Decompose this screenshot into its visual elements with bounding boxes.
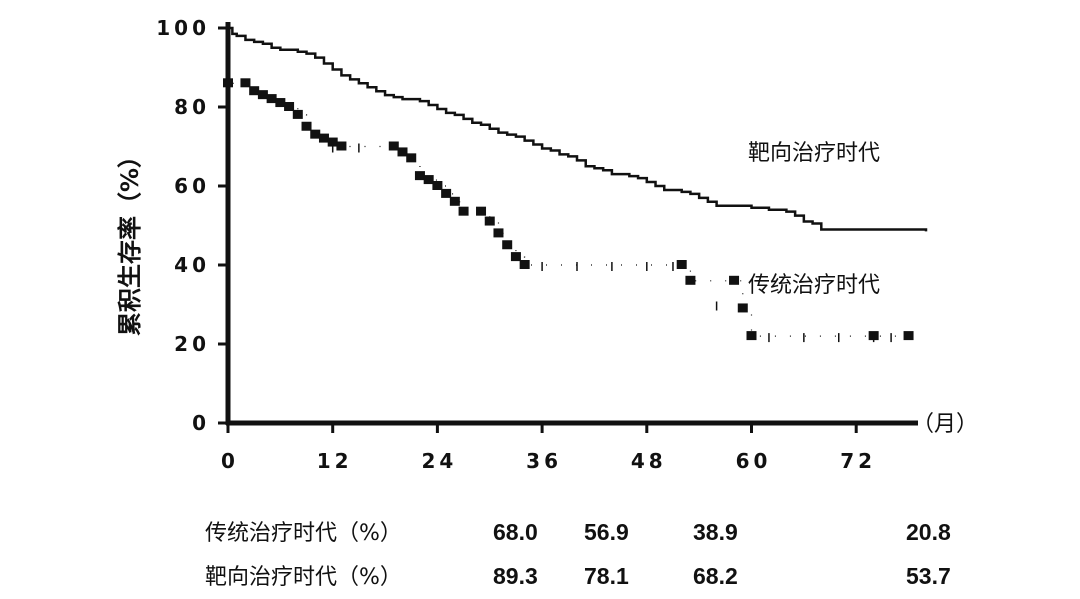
- series-marker-traditional: [510, 252, 521, 262]
- x-tick-label: 72: [840, 449, 876, 473]
- y-axis-title: 累积生存率（%）: [116, 144, 144, 336]
- table-cell-traditional-1: 68.0: [493, 519, 538, 545]
- series-marker-traditional: [432, 181, 443, 190]
- table-cell-traditional-4: 20.8: [906, 519, 951, 545]
- table-cell-traditional-3: 38.9: [693, 519, 738, 545]
- series-marker-traditional: [458, 206, 469, 216]
- series-marker-traditional: [310, 129, 321, 139]
- series-marker-traditional: [266, 94, 277, 104]
- table-row-label-targeted: 靶向治疗时代（%）: [205, 565, 402, 590]
- series-marker-traditional: [493, 228, 504, 238]
- x-tick-label: 36: [526, 449, 562, 473]
- series-marker-traditional: [441, 188, 452, 198]
- series-marker-traditional: [449, 196, 460, 206]
- series-marker-traditional: [737, 303, 748, 313]
- series-marker-traditional: [406, 153, 417, 163]
- y-tick-label: 100: [156, 16, 210, 40]
- x-axis-unit: （月）: [912, 412, 978, 437]
- x-tick-label: 12: [317, 449, 353, 473]
- series-marker-traditional: [284, 102, 295, 111]
- series-marker-traditional: [502, 240, 513, 250]
- x-tick-label: 48: [631, 449, 667, 473]
- series-marker-traditional: [484, 216, 495, 226]
- plot-area: 0 20 40 60 80 100 0 12 24 36 48 60 72: [156, 16, 928, 473]
- x-tick-label: 24: [421, 449, 457, 473]
- series-marker-traditional: [249, 86, 260, 96]
- series-marker-traditional: [301, 121, 312, 131]
- y-tick-label: 60: [174, 174, 210, 198]
- x-tick-label: 0: [221, 449, 239, 473]
- series-marker-traditional: [685, 275, 696, 285]
- y-tick-label: 20: [174, 332, 210, 356]
- table-row-label-traditional: 传统治疗时代（%）: [205, 521, 402, 546]
- x-tick-label: 60: [736, 449, 772, 473]
- series-marker-traditional: [414, 171, 425, 181]
- table-cell-targeted-3: 68.2: [693, 563, 738, 589]
- y-tick-label: 40: [174, 253, 210, 277]
- table-cell-targeted-1: 89.3: [493, 563, 538, 589]
- series-marker-traditional: [257, 90, 268, 100]
- y-tick-label: 80: [174, 95, 210, 119]
- table-cell-targeted-2: 78.1: [584, 563, 629, 589]
- series-label-targeted: 靶向治疗时代: [748, 141, 880, 166]
- table-cell-traditional-2: 56.9: [584, 519, 629, 545]
- series-marker-traditional: [388, 141, 399, 151]
- series-marker-traditional: [746, 331, 757, 341]
- series-marker-traditional: [476, 206, 487, 216]
- series-label-traditional: 传统治疗时代: [748, 273, 880, 298]
- series-line-targeted: [228, 26, 928, 232]
- series-marker-traditional: [336, 141, 347, 151]
- series-marker-traditional: [223, 78, 233, 88]
- series-marker-traditional: [676, 260, 687, 269]
- table-cell-targeted-4: 53.7: [906, 563, 951, 589]
- series-marker-traditional: [292, 109, 303, 119]
- series-marker-traditional: [275, 98, 286, 108]
- series-marker-traditional: [423, 175, 434, 185]
- series-marker-traditional: [240, 78, 251, 88]
- series-marker-traditional: [903, 331, 914, 341]
- series-marker-traditional: [397, 147, 408, 157]
- y-tick-label: 0: [192, 411, 210, 435]
- series-marker-traditional: [318, 133, 329, 143]
- series-marker-traditional: [327, 137, 338, 147]
- series-marker-traditional: [519, 260, 530, 269]
- series-marker-traditional: [729, 275, 740, 285]
